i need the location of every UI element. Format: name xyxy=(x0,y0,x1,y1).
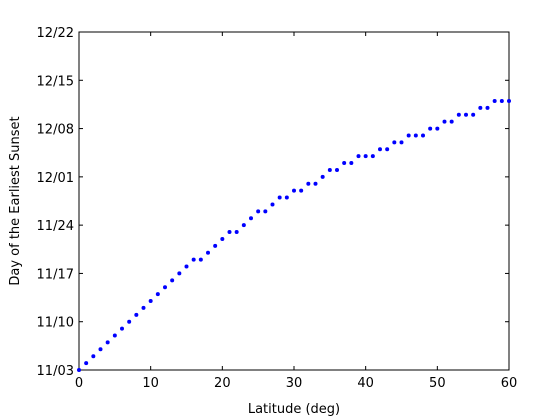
x-tick-label: 30 xyxy=(286,376,303,391)
x-tick-label: 40 xyxy=(357,376,374,391)
data-point xyxy=(370,154,375,159)
data-point xyxy=(320,174,325,179)
data-point xyxy=(499,98,504,103)
data-point xyxy=(406,133,411,138)
data-point xyxy=(378,147,382,152)
data-point xyxy=(413,133,418,138)
data-point xyxy=(335,167,339,172)
data-point xyxy=(428,126,433,131)
x-tick-label: 50 xyxy=(429,376,446,391)
data-point xyxy=(313,181,318,186)
data-point xyxy=(306,181,311,186)
y-tick-label: 11/10 xyxy=(37,316,74,331)
data-point xyxy=(112,333,117,338)
data-point xyxy=(184,264,189,269)
data-point xyxy=(342,161,347,166)
data-point xyxy=(220,236,225,241)
data-point xyxy=(277,195,282,200)
data-point xyxy=(191,257,196,262)
data-point xyxy=(478,105,483,110)
data-point xyxy=(177,271,182,276)
data-point xyxy=(327,167,332,172)
data-point xyxy=(399,140,404,145)
data-point xyxy=(492,98,497,103)
data-point xyxy=(349,161,354,166)
data-point xyxy=(299,188,304,193)
data-point xyxy=(163,285,167,290)
y-tick-label: 11/03 xyxy=(37,364,74,379)
data-point xyxy=(456,112,461,117)
data-point xyxy=(256,209,261,214)
data-point xyxy=(120,326,124,331)
data-point xyxy=(284,195,289,200)
data-point xyxy=(213,243,218,248)
y-axis-ticks: 11/03 11/10 11/17 11/24 12/01 12/08 12/15 12/22 xyxy=(37,26,509,379)
plot-area xyxy=(78,31,510,371)
data-point xyxy=(449,119,454,124)
data-point xyxy=(98,347,103,352)
x-tick-label: 60 xyxy=(501,376,518,391)
data-point xyxy=(485,105,490,110)
data-point xyxy=(141,305,146,310)
x-tick-label: 10 xyxy=(142,376,159,391)
y-tick-label: 11/17 xyxy=(37,267,74,282)
data-point xyxy=(91,354,96,359)
x-axis-ticks: 0 10 20 30 40 50 60 xyxy=(75,32,517,391)
x-axis-label: Latitude (deg) xyxy=(248,402,340,417)
data-point xyxy=(84,361,89,366)
data-point xyxy=(471,112,476,117)
data-point xyxy=(148,299,153,304)
data-point xyxy=(385,147,390,152)
data-point xyxy=(241,223,246,228)
y-tick-label: 12/08 xyxy=(37,123,74,138)
data-point xyxy=(227,230,232,235)
data-point xyxy=(206,250,210,255)
y-tick-label: 12/22 xyxy=(37,26,74,41)
data-point xyxy=(421,133,425,138)
data-point xyxy=(392,140,397,145)
data-point xyxy=(464,112,468,117)
data-points xyxy=(77,98,511,372)
data-point xyxy=(127,319,132,324)
data-point xyxy=(249,216,253,221)
data-point xyxy=(105,340,110,345)
y-tick-label: 12/01 xyxy=(37,171,74,186)
data-point xyxy=(442,119,447,124)
data-point xyxy=(270,202,275,207)
data-point xyxy=(170,278,175,283)
x-tick-label: 0 xyxy=(75,376,83,391)
data-point xyxy=(77,368,81,372)
data-point xyxy=(134,312,139,317)
data-point xyxy=(292,188,296,193)
data-point xyxy=(263,209,268,214)
y-tick-label: 11/24 xyxy=(37,219,74,234)
data-point xyxy=(234,230,239,235)
y-tick-label: 12/15 xyxy=(37,74,74,89)
x-tick-label: 20 xyxy=(214,376,231,391)
data-point xyxy=(435,126,440,131)
data-point xyxy=(356,154,361,159)
data-point xyxy=(198,257,203,262)
data-point xyxy=(507,98,511,103)
data-point xyxy=(155,292,160,297)
y-axis-label: Day of the Earliest Sunset xyxy=(8,116,23,285)
data-point xyxy=(363,154,368,159)
